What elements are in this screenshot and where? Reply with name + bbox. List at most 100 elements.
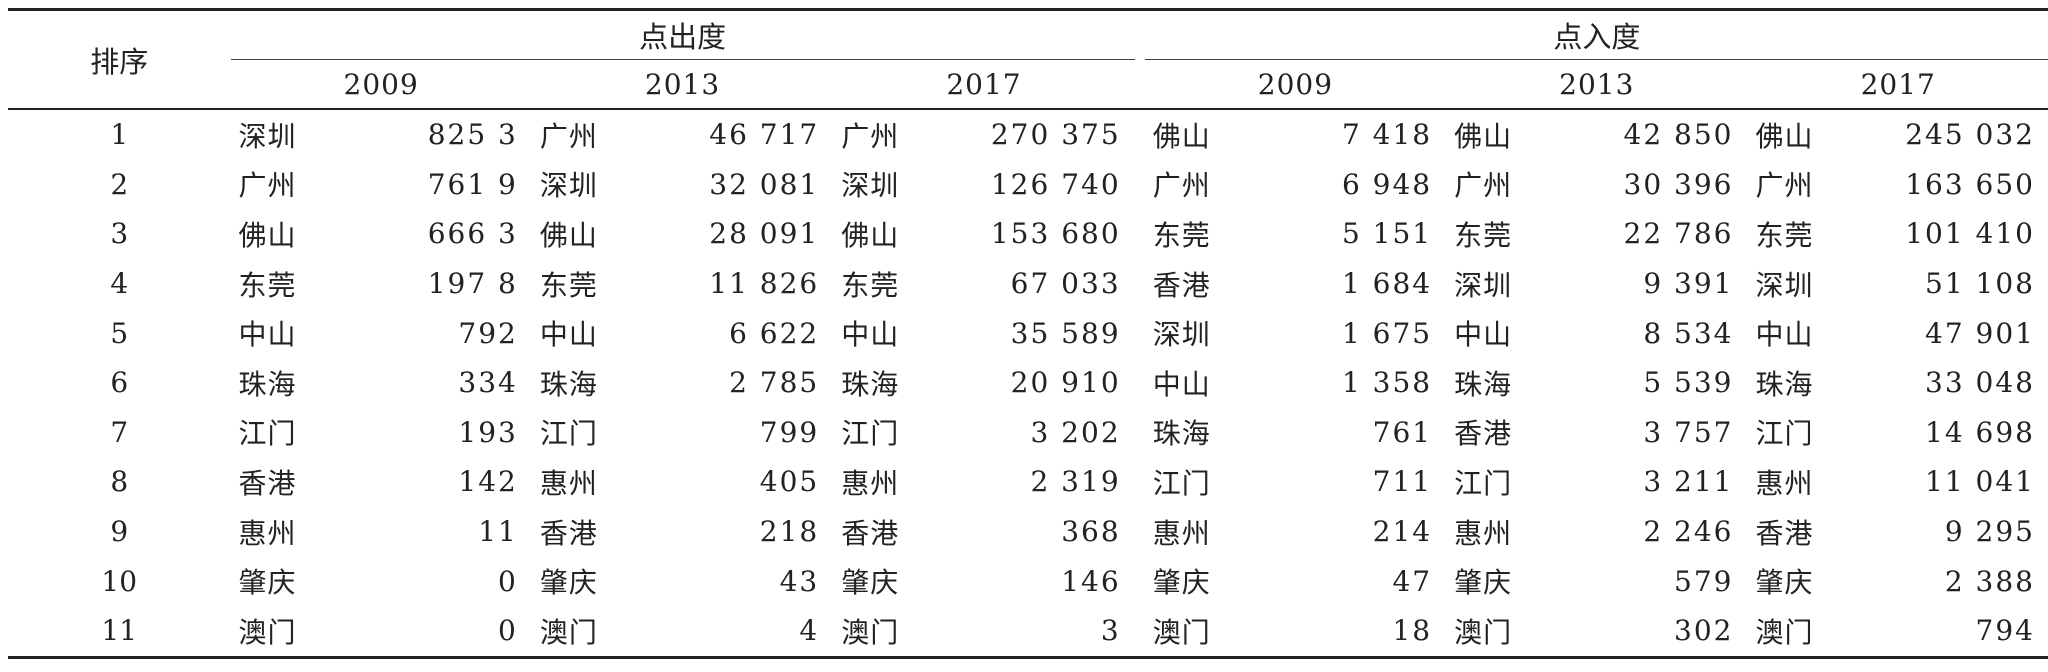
out-degree-value-cell: 2 785: [729, 366, 820, 400]
group-gap: [1135, 209, 1145, 259]
out-degree-value-cell: 197 8: [427, 267, 518, 301]
in-degree-value-cell: 3 757: [1643, 415, 1734, 449]
in-degree-value-cell: 9 391: [1643, 267, 1734, 301]
rank-header: 排序: [8, 8, 231, 110]
table-row: 5 中山 792 中山 6 622 中山 35 589 深圳 1 675 中山 8 534 中山 47 …: [8, 308, 2048, 358]
in-degree-city-cell: 深圳: [1755, 268, 1814, 302]
out-degree-header: 点出度: [230, 8, 1135, 60]
in-degree-city-cell: 广州: [1152, 169, 1211, 203]
out-degree-value-cell: 46 717: [709, 118, 820, 152]
in-degree-value-cell: 14 698: [1925, 415, 2035, 449]
in-degree-city-cell: 惠州: [1152, 516, 1211, 550]
out-degree-value-cell: 11: [478, 515, 518, 549]
in-degree-value-cell: 1 675: [1341, 316, 1433, 350]
in-degree-city-cell: 江门: [1454, 466, 1513, 500]
in-degree-city-cell: 东莞: [1755, 218, 1814, 252]
out-degree-value-cell: 218: [759, 515, 820, 549]
in-degree-city-cell: 佛山: [1755, 119, 1814, 153]
group-gap: [1135, 160, 1145, 210]
group-gap: [1135, 408, 1145, 458]
in-degree-city-cell: 惠州: [1755, 466, 1814, 500]
in-degree-value-cell: 8 534: [1643, 316, 1734, 350]
in-degree-city-cell: 澳门: [1747, 605, 1831, 659]
in-degree-city-cell: 中山: [1152, 367, 1211, 401]
out-degree-value-cell: 270 375: [990, 118, 1121, 152]
table-row: 4 东莞 197 8 东莞 11 826 东莞 67 033 香港 1 684 深圳 9 391 深圳…: [8, 259, 2048, 309]
out-year-2013: 2013: [531, 59, 834, 110]
in-degree-city-cell: 珠海: [1152, 417, 1211, 451]
out-degree-value-cell: 792: [458, 316, 518, 350]
out-degree-city-cell: 惠州: [539, 466, 598, 500]
group-gap: [1135, 109, 1145, 160]
degree-ranking-table: 排序 点出度 点入度 2009 2013 2017 2009 2013 2017…: [8, 8, 2048, 659]
out-degree-city-cell: 香港: [841, 516, 900, 550]
table-row: 6 珠海 334 珠海 2 785 珠海 20 910 中山 1 358 珠海 5 539 珠海 33 …: [8, 358, 2048, 408]
out-year-2009: 2009: [230, 59, 532, 110]
rank-cell: 11: [8, 605, 231, 659]
degree-ranking-table-container: 排序 点出度 点入度 2009 2013 2017 2009 2013 2017…: [8, 8, 2048, 659]
rank-cell: 3: [110, 217, 129, 251]
in-degree-city-cell: 澳门: [1446, 605, 1530, 659]
out-degree-city-cell: 惠州: [841, 466, 900, 500]
in-year-2013: 2013: [1446, 59, 1748, 110]
in-degree-city-cell: 肇庆: [1152, 566, 1211, 600]
in-degree-city-cell: 肇庆: [1454, 566, 1513, 600]
out-degree-value-cell: 2 319: [1030, 465, 1121, 499]
in-degree-value-cell: 5 151: [1341, 217, 1433, 251]
out-degree-value-cell: 0: [498, 564, 518, 598]
in-degree-value-cell: 761: [1372, 415, 1433, 449]
in-degree-value-cell: 163 650: [1905, 167, 2035, 201]
group-gap: [1135, 556, 1145, 606]
in-degree-value-cell: 579: [1674, 564, 1734, 598]
out-degree-city-cell: 江门: [841, 417, 900, 451]
in-degree-value-cell: 1 358: [1341, 366, 1433, 400]
in-year-2017: 2017: [1747, 59, 2048, 110]
in-degree-value-cell: 18: [1227, 605, 1447, 659]
out-degree-value-cell: 368: [1061, 515, 1121, 549]
rank-cell: 2: [110, 167, 129, 201]
rank-cell: 1: [110, 118, 129, 152]
in-degree-value-cell: 11 041: [1925, 465, 2035, 499]
group-gap: [1135, 259, 1145, 309]
in-degree-city-cell: 广州: [1454, 169, 1513, 203]
in-degree-city-cell: 惠州: [1454, 516, 1513, 550]
in-degree-value-cell: 7 418: [1341, 118, 1433, 152]
out-degree-city-cell: 深圳: [539, 169, 598, 203]
group-gap: [1134, 605, 1145, 659]
out-degree-value-cell: 799: [759, 415, 820, 449]
out-degree-city-cell: 江门: [238, 417, 297, 451]
table-body: 1 深圳 825 3 广州 46 717 广州 270 375 佛山 7 418 佛山 42 850…: [8, 109, 2048, 659]
table-row: 11 澳门 0 澳门 4 澳门 3 澳门 18 澳门 302 澳门 794: [8, 605, 2048, 659]
rank-cell: 4: [110, 267, 129, 301]
out-degree-value-cell: 0: [313, 605, 532, 659]
out-degree-value-cell: 3: [916, 605, 1135, 659]
out-degree-value-cell: 825 3: [427, 118, 518, 152]
in-degree-city-cell: 东莞: [1152, 218, 1211, 252]
out-degree-value-cell: 405: [759, 465, 820, 499]
group-gap: [1135, 308, 1145, 358]
in-degree-value-cell: 47: [1392, 564, 1433, 598]
table-row: 8 香港 142 惠州 405 惠州 2 319 江门 711 江门 3 211 惠州 11 041: [8, 457, 2048, 507]
group-gap: [1135, 457, 1145, 507]
in-degree-city-cell: 佛山: [1152, 119, 1211, 153]
table-row: 10 肇庆 0 肇庆 43 肇庆 146 肇庆 47 肇庆 579 肇庆 2 388: [8, 556, 2048, 606]
in-degree-city-cell: 珠海: [1755, 367, 1814, 401]
in-degree-city-cell: 佛山: [1454, 119, 1513, 153]
out-degree-value-cell: 6 622: [729, 316, 820, 350]
in-degree-city-cell: 香港: [1454, 417, 1513, 451]
in-degree-city-cell: 香港: [1152, 268, 1211, 302]
out-degree-city-cell: 东莞: [841, 268, 900, 302]
rank-cell: 10: [101, 564, 138, 598]
in-degree-header: 点入度: [1144, 8, 2048, 60]
in-degree-value-cell: 794: [1830, 605, 2048, 659]
table-row: 1 深圳 825 3 广州 46 717 广州 270 375 佛山 7 418 佛山 42 850…: [8, 109, 2048, 160]
out-degree-city-cell: 东莞: [539, 268, 598, 302]
out-degree-value-cell: 334: [458, 366, 518, 400]
out-degree-value-cell: 146: [1061, 564, 1121, 598]
out-degree-city-cell: 佛山: [841, 218, 900, 252]
in-degree-value-cell: 33 048: [1925, 366, 2035, 400]
in-degree-city-cell: 香港: [1755, 516, 1814, 550]
out-degree-city-cell: 澳门: [531, 605, 615, 659]
out-degree-value-cell: 142: [458, 465, 518, 499]
out-degree-city-cell: 肇庆: [238, 566, 297, 600]
